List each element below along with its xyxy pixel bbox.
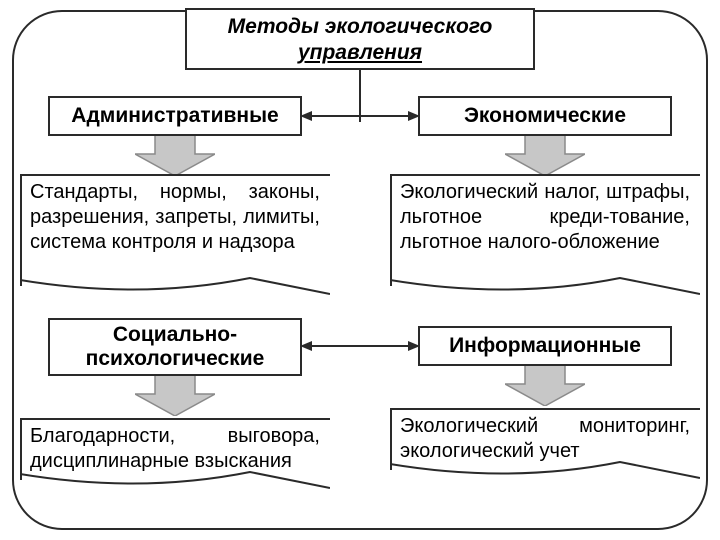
desc-social: Благодарности, выговора, дисциплинарные …: [20, 418, 330, 480]
category-economic: Экономические: [418, 96, 672, 136]
desc-info: Экологический мониторинг, экологический …: [390, 408, 700, 470]
desc-admin-text: Стандарты, нормы, законы, разрешения, за…: [30, 181, 320, 253]
down-arrow-econ: [505, 134, 585, 176]
desc-social-text: Благодарности, выговора, дисциплинарные …: [30, 425, 320, 472]
down-arrow-admin: [135, 134, 215, 176]
h-arrow-row1: [300, 110, 420, 122]
down-arrow-info: [505, 364, 585, 406]
down-arrow-social: [135, 374, 215, 416]
desc-info-text: Экологический мониторинг, экологический …: [400, 415, 690, 462]
title-line1: Методы экологического: [228, 15, 493, 38]
category-info: Информационные: [418, 326, 672, 366]
category-social: Социально-психологические: [48, 318, 302, 376]
h-arrow-row2: [300, 340, 420, 352]
desc-econ: Экологический налог, штрафы, льготное кр…: [390, 174, 700, 286]
desc-econ-text: Экологический налог, штрафы, льготное кр…: [400, 181, 690, 253]
desc-admin: Стандарты, нормы, законы, разрешения, за…: [20, 174, 330, 286]
category-administrative: Административные: [48, 96, 302, 136]
cat-econ-label: Экономические: [464, 104, 626, 128]
cat-social-label: Социально-психологические: [86, 323, 265, 371]
title-line2: управления: [298, 41, 422, 64]
cat-info-label: Информационные: [449, 334, 641, 358]
cat-admin-label: Административные: [71, 104, 278, 128]
title-box: Методы экологического управления: [185, 8, 535, 70]
